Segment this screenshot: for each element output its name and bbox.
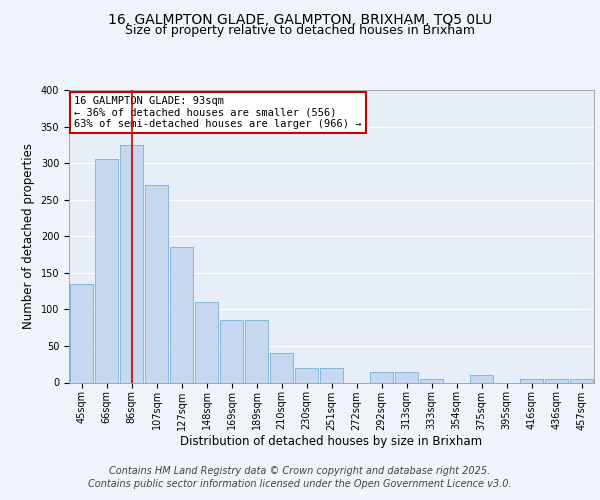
Bar <box>170 247 193 382</box>
Bar <box>545 379 568 382</box>
Bar <box>520 379 544 382</box>
Bar <box>269 353 293 382</box>
Bar <box>569 379 593 382</box>
Bar <box>419 379 443 382</box>
Bar <box>220 320 244 382</box>
Bar <box>295 368 319 382</box>
Bar <box>245 320 268 382</box>
Bar <box>470 375 493 382</box>
Bar <box>145 185 169 382</box>
Text: 16, GALMPTON GLADE, GALMPTON, BRIXHAM, TQ5 0LU: 16, GALMPTON GLADE, GALMPTON, BRIXHAM, T… <box>108 12 492 26</box>
Bar <box>194 302 218 382</box>
Bar <box>370 372 394 382</box>
Text: 16 GALMPTON GLADE: 93sqm
← 36% of detached houses are smaller (556)
63% of semi-: 16 GALMPTON GLADE: 93sqm ← 36% of detach… <box>74 96 362 129</box>
Text: Size of property relative to detached houses in Brixham: Size of property relative to detached ho… <box>125 24 475 37</box>
Bar <box>119 145 143 382</box>
Text: Contains public sector information licensed under the Open Government Licence v3: Contains public sector information licen… <box>88 479 512 489</box>
Text: Contains HM Land Registry data © Crown copyright and database right 2025.: Contains HM Land Registry data © Crown c… <box>109 466 491 476</box>
Bar <box>320 368 343 382</box>
Bar <box>70 284 94 382</box>
Bar <box>395 372 418 382</box>
X-axis label: Distribution of detached houses by size in Brixham: Distribution of detached houses by size … <box>181 435 482 448</box>
Bar <box>95 160 118 382</box>
Y-axis label: Number of detached properties: Number of detached properties <box>22 143 35 329</box>
